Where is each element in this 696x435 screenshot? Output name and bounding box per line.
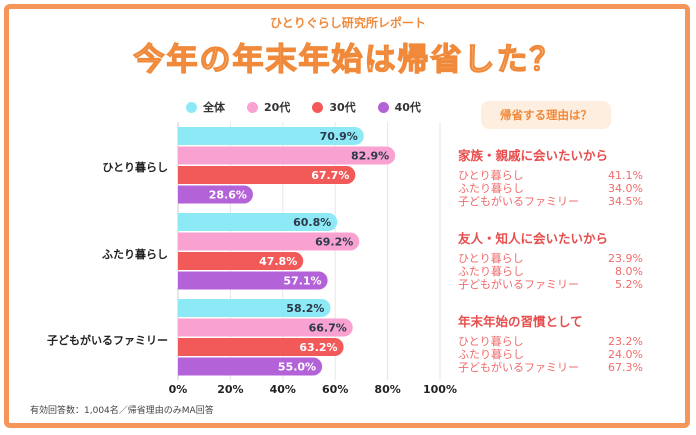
reasons-heading: 帰省する理由は？ xyxy=(481,101,611,129)
reason-row-value: 41.1% xyxy=(608,169,643,182)
reason-row-label: ふたり暮らし xyxy=(458,182,524,195)
bar xyxy=(178,299,331,317)
reason-row-label: ひとり暮らし xyxy=(458,252,524,265)
reason-row-value: 24.0% xyxy=(608,348,643,361)
bar xyxy=(178,318,353,337)
x-tick-label: 60% xyxy=(322,383,348,396)
bar-value-label: 28.6% xyxy=(209,189,247,202)
legend-item-30s: 30代 xyxy=(312,99,356,115)
reason-group: 友人・知人に会いたいから ひとり暮らし 23.9% ふたり暮らし 8.0% 子どもが… xyxy=(458,228,648,291)
bar xyxy=(178,213,338,231)
reason-row-label: ふたり暮らし xyxy=(458,348,524,361)
reason-group: 年末年始の習慣として ひとり暮らし 23.2% ふたり暮らし 24.0% 子どもがい… xyxy=(458,311,648,374)
bar-value-label: 60.8% xyxy=(293,216,331,229)
reason-row: ふたり暮らし 8.0% xyxy=(458,265,643,278)
reason-title: 年末年始の習慣として xyxy=(458,314,583,329)
bar-value-label: 82.9% xyxy=(351,150,389,163)
reason-row: ひとり暮らし 23.2% xyxy=(458,335,643,348)
legend-swatch xyxy=(377,101,389,113)
bar-value-label: 70.9% xyxy=(320,130,358,143)
legend-item-40s: 40代 xyxy=(377,99,421,115)
bar xyxy=(178,232,360,251)
footnote: 有効回答数：1,004名／帰省理由のみMA回答 xyxy=(30,406,214,416)
bar xyxy=(178,185,253,204)
reason-row: 子どもがいるファミリー 5.2% xyxy=(458,278,643,291)
legend-swatch xyxy=(186,101,197,113)
reason-title: 友人・知人に会いたいから xyxy=(458,231,609,246)
bar-value-label: 67.7% xyxy=(311,169,349,182)
legend-swatch xyxy=(312,101,324,113)
legend-label: 20代 xyxy=(264,101,291,114)
legend-label: 30代 xyxy=(329,101,356,114)
bar xyxy=(178,252,304,270)
reason-row-value: 34.0% xyxy=(608,182,643,195)
reason-row: ひとり暮らし 41.1% xyxy=(458,169,643,182)
reason-row-value: 67.3% xyxy=(608,361,643,374)
bar xyxy=(178,146,396,165)
reason-row: ふたり暮らし 34.0% xyxy=(458,182,643,195)
x-tick-label: 40% xyxy=(270,383,296,396)
legend-label: 40代 xyxy=(394,101,421,114)
reason-row-value: 23.9% xyxy=(608,252,643,265)
bar xyxy=(177,271,328,290)
legend-item-all: 全体 xyxy=(186,99,225,115)
category-label: ふたり暮らし xyxy=(102,248,168,261)
legend-item-20s: 20代 xyxy=(247,99,290,115)
bar-value-label: 47.8% xyxy=(259,255,297,268)
reason-row: 子どもがいるファミリー 34.5% xyxy=(458,195,643,208)
reason-row-value: 8.0% xyxy=(615,265,643,278)
page-title: 今年の年末年始は帰省した？ xyxy=(133,41,563,78)
bar-value-label: 69.2% xyxy=(315,236,353,249)
bar xyxy=(178,127,364,145)
bar-value-label: 57.1% xyxy=(283,275,321,288)
reason-row-label: 子どもがいるファミリー xyxy=(458,361,579,374)
bar xyxy=(178,166,356,184)
bar-value-label: 66.7% xyxy=(309,322,347,335)
reason-row-label: ふたり暮らし xyxy=(458,265,524,278)
category-label: 子どもがいるファミリー xyxy=(47,334,168,347)
legend-label: 全体 xyxy=(203,101,225,114)
reason-group: 家族・親戚に会いたいから ひとり暮らし 41.1% ふたり暮らし 34.0% 子ども… xyxy=(458,145,648,208)
bar-value-label: 55.0% xyxy=(278,361,316,374)
x-tick-label: 0% xyxy=(169,383,188,396)
x-tick-label: 100% xyxy=(423,383,457,396)
bar-value-label: 63.2% xyxy=(299,341,337,354)
reason-row: 子どもがいるファミリー 67.3% xyxy=(458,361,643,374)
reason-row-label: 子どもがいるファミリー xyxy=(458,195,579,208)
reason-row-value: 23.2% xyxy=(608,335,643,348)
bar xyxy=(177,338,344,356)
reason-row: ふたり暮らし 24.0% xyxy=(458,348,643,361)
bar xyxy=(178,357,323,376)
reason-row: ひとり暮らし 23.9% xyxy=(458,252,643,265)
chart-legend: 全体 20代 30代 40代 xyxy=(186,99,421,115)
legend-swatch xyxy=(247,101,258,113)
reason-row-label: ひとり暮らし xyxy=(458,169,524,182)
x-tick-label: 20% xyxy=(217,383,243,396)
report-subtitle: ひとりぐらし研究所レポート xyxy=(270,16,426,30)
reason-row-value: 5.2% xyxy=(615,278,643,291)
x-tick-label: 80% xyxy=(374,383,400,396)
reason-row-label: ひとり暮らし xyxy=(458,335,524,348)
reason-title: 家族・親戚に会いたいから xyxy=(458,148,609,163)
reason-row-value: 34.5% xyxy=(608,195,643,208)
reason-row-label: 子どもがいるファミリー xyxy=(458,278,579,291)
category-label: ひとり暮らし xyxy=(102,161,168,174)
report-frame xyxy=(4,4,690,428)
bar-value-label: 58.2% xyxy=(286,302,324,315)
